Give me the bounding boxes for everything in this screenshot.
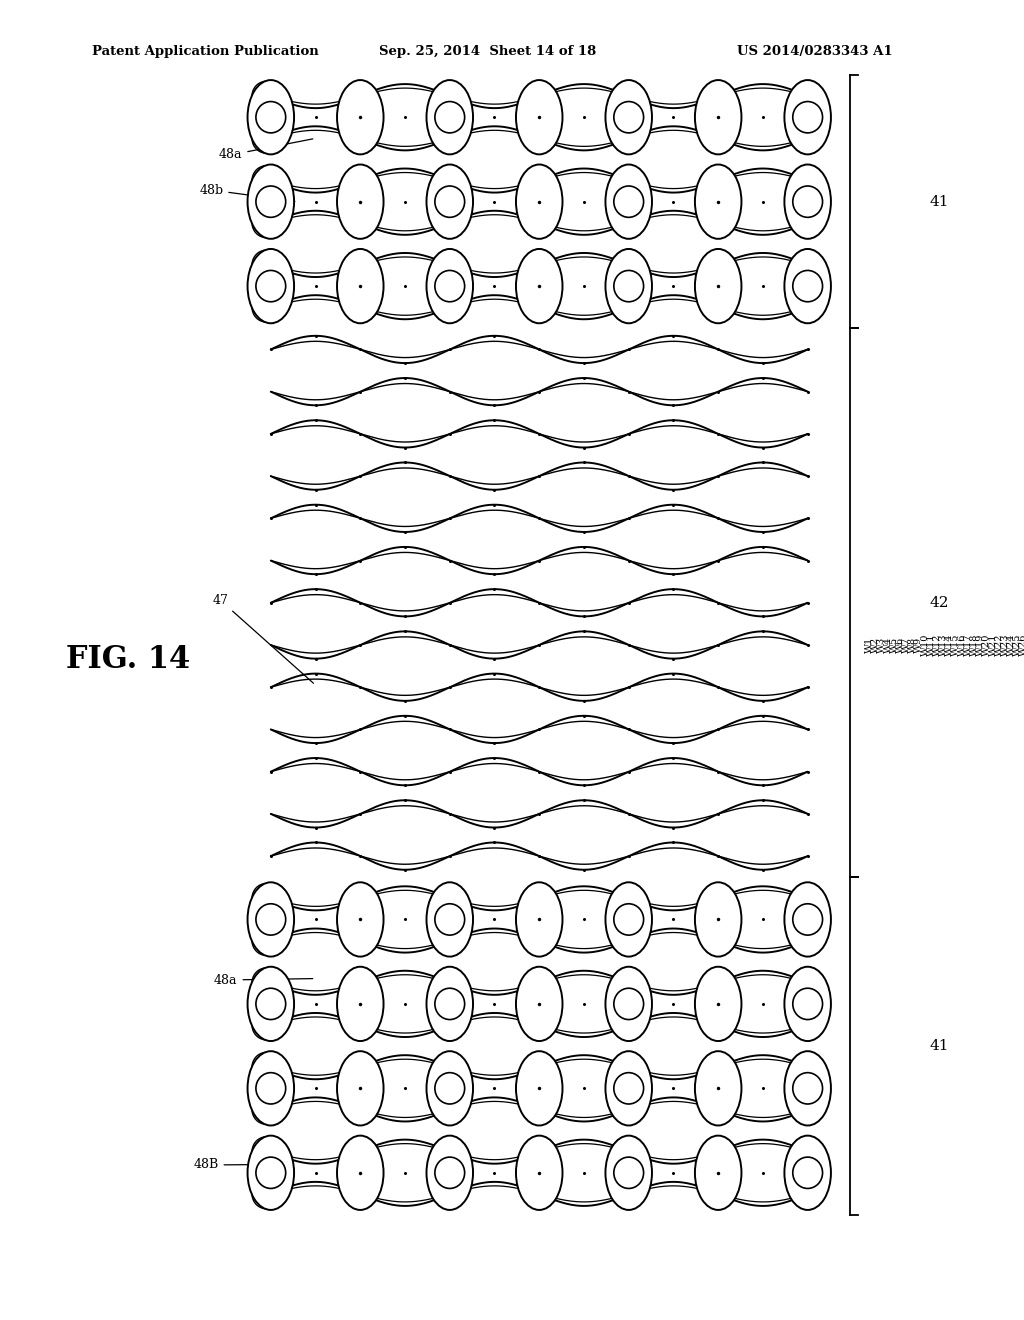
- Ellipse shape: [426, 249, 473, 323]
- Text: 41: 41: [929, 1039, 948, 1053]
- Text: W1: W1: [865, 636, 873, 653]
- Ellipse shape: [516, 165, 562, 239]
- Text: W25: W25: [1013, 634, 1022, 656]
- Ellipse shape: [784, 249, 830, 323]
- Ellipse shape: [784, 165, 830, 239]
- Text: W26: W26: [1019, 634, 1024, 656]
- Text: W15: W15: [951, 634, 961, 656]
- Text: W17: W17: [964, 634, 973, 656]
- Ellipse shape: [784, 1135, 830, 1210]
- Text: US 2014/0283343 A1: US 2014/0283343 A1: [737, 45, 893, 58]
- Ellipse shape: [337, 882, 384, 957]
- Ellipse shape: [516, 882, 562, 957]
- Ellipse shape: [605, 81, 652, 154]
- Text: W14: W14: [945, 634, 954, 656]
- Text: W23: W23: [1000, 634, 1010, 656]
- Text: W7: W7: [902, 636, 911, 653]
- Ellipse shape: [695, 249, 741, 323]
- Ellipse shape: [248, 165, 294, 239]
- Text: W24: W24: [1007, 634, 1016, 656]
- Ellipse shape: [605, 1051, 652, 1126]
- Ellipse shape: [516, 1135, 562, 1210]
- Text: W16: W16: [957, 634, 967, 656]
- Ellipse shape: [605, 165, 652, 239]
- Ellipse shape: [695, 165, 741, 239]
- Text: Patent Application Publication: Patent Application Publication: [92, 45, 318, 58]
- Text: FIG. 14: FIG. 14: [67, 644, 190, 676]
- Text: W10: W10: [921, 634, 930, 656]
- Ellipse shape: [695, 966, 741, 1041]
- Text: 48b: 48b: [200, 183, 295, 201]
- Ellipse shape: [426, 165, 473, 239]
- Ellipse shape: [248, 81, 294, 154]
- Text: W18: W18: [970, 634, 979, 656]
- Ellipse shape: [337, 1135, 384, 1210]
- Ellipse shape: [695, 882, 741, 957]
- Text: 42: 42: [929, 595, 948, 610]
- Text: 48B: 48B: [194, 1159, 286, 1172]
- Text: W8: W8: [908, 638, 918, 653]
- Ellipse shape: [605, 1135, 652, 1210]
- Ellipse shape: [248, 249, 294, 323]
- Ellipse shape: [695, 1051, 741, 1126]
- Ellipse shape: [248, 1135, 294, 1210]
- Ellipse shape: [426, 1051, 473, 1126]
- Ellipse shape: [695, 81, 741, 154]
- Ellipse shape: [426, 81, 473, 154]
- Ellipse shape: [516, 966, 562, 1041]
- Ellipse shape: [337, 1051, 384, 1126]
- Ellipse shape: [337, 966, 384, 1041]
- Ellipse shape: [426, 966, 473, 1041]
- Ellipse shape: [784, 81, 830, 154]
- Ellipse shape: [337, 249, 384, 323]
- Text: W21: W21: [988, 634, 997, 656]
- Text: 47: 47: [212, 594, 313, 684]
- Text: W13: W13: [939, 634, 948, 656]
- Text: 48a: 48a: [219, 139, 312, 161]
- Text: W6: W6: [896, 638, 905, 653]
- Text: W19: W19: [976, 634, 985, 656]
- Ellipse shape: [516, 249, 562, 323]
- Text: W11: W11: [927, 634, 936, 656]
- Ellipse shape: [784, 1051, 830, 1126]
- Text: W12: W12: [933, 634, 942, 656]
- Ellipse shape: [695, 1135, 741, 1210]
- Text: Sep. 25, 2014  Sheet 14 of 18: Sep. 25, 2014 Sheet 14 of 18: [379, 45, 596, 58]
- Ellipse shape: [605, 249, 652, 323]
- Text: W20: W20: [982, 634, 991, 656]
- Ellipse shape: [426, 882, 473, 957]
- Text: W4: W4: [884, 636, 893, 653]
- Text: W5: W5: [890, 638, 899, 653]
- Ellipse shape: [516, 81, 562, 154]
- Ellipse shape: [248, 882, 294, 957]
- Text: W3: W3: [878, 636, 887, 653]
- Ellipse shape: [784, 882, 830, 957]
- Ellipse shape: [426, 1135, 473, 1210]
- Ellipse shape: [605, 966, 652, 1041]
- Ellipse shape: [248, 1051, 294, 1126]
- Ellipse shape: [516, 1051, 562, 1126]
- Text: 48a: 48a: [214, 974, 312, 986]
- Text: 41: 41: [929, 194, 948, 209]
- Ellipse shape: [248, 966, 294, 1041]
- Ellipse shape: [337, 165, 384, 239]
- Text: W2: W2: [871, 636, 880, 653]
- Ellipse shape: [784, 966, 830, 1041]
- Text: W22: W22: [994, 634, 1004, 656]
- Ellipse shape: [605, 882, 652, 957]
- Ellipse shape: [337, 81, 384, 154]
- Text: W9: W9: [914, 638, 924, 653]
